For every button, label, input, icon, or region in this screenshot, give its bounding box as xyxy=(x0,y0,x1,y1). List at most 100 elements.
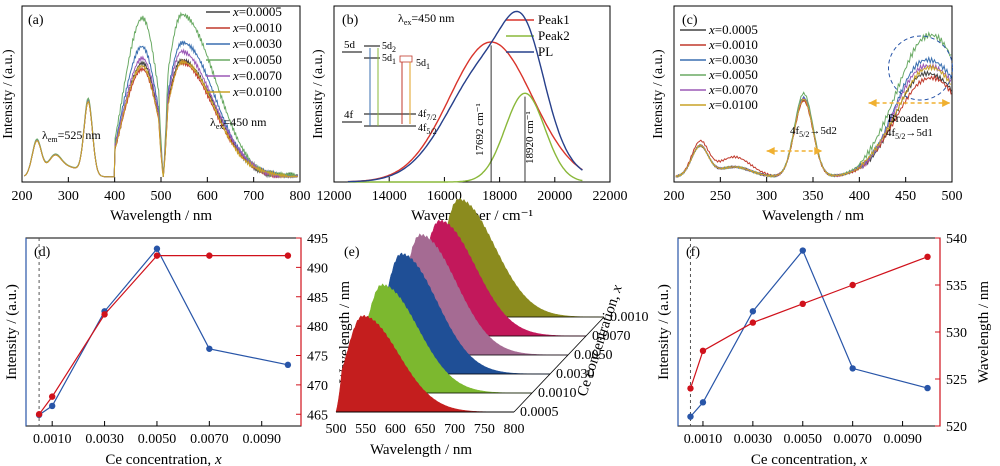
panel-c-x-tick-label: 300 xyxy=(756,189,777,204)
panel-c-legend-label: x=0.0070 xyxy=(708,82,758,97)
panel-f-y2-tick-label: 535 xyxy=(946,279,967,294)
panel-e-depth-label: 0.0010 xyxy=(538,386,577,401)
panel-a-x-tick-label: 800 xyxy=(290,189,311,204)
panel-f-y2-tick-label: 520 xyxy=(946,420,967,435)
panel-e-depth-label: 0.0010 xyxy=(610,310,649,325)
panel-e-x-tick-label: 700 xyxy=(444,422,465,437)
panel-e-xlabel: Wavelength / nm xyxy=(370,442,472,458)
panel-a-legend-label: x=0.0010 xyxy=(232,20,282,35)
panel-c-width-arrow-left-head xyxy=(766,147,775,155)
panel-f-y2-tick-label: 525 xyxy=(946,373,967,388)
panel-f-data-point xyxy=(849,365,856,372)
panel-d-data-point xyxy=(206,345,213,352)
panel-a-x-tick-label: 200 xyxy=(12,189,33,204)
panel-b-series-line xyxy=(347,41,583,183)
panel-d-data-point xyxy=(35,411,43,418)
panel-a-legend-label: x=0.0070 xyxy=(232,68,282,83)
panel-b-legend-label: Peak1 xyxy=(538,12,570,27)
panel-c-legend-label: x=0.0100 xyxy=(708,97,758,112)
panel-a-legend-label: x=0.0050 xyxy=(232,52,282,67)
panel-d-data-point xyxy=(206,252,213,259)
panel-b-x-tick-label: 18000 xyxy=(482,189,517,204)
panel-f-ylabel: Intensity / (a.u.) xyxy=(656,284,672,380)
panel-d-series-line xyxy=(38,255,288,415)
panel-a-annotation-ex: λex=450 nm xyxy=(210,115,267,131)
panel-c-x-tick-label: 250 xyxy=(710,189,731,204)
panel-f-y2label: Wavelength / nm xyxy=(976,281,992,383)
level-label: 5d1 xyxy=(382,53,396,66)
panel-d-frame xyxy=(25,237,302,427)
panel-c-width-arrow-right-head xyxy=(942,99,951,107)
panel-f-data-point xyxy=(699,399,707,406)
panel-b-x-tick-label: 20000 xyxy=(537,189,572,204)
panel-d-y2-tick-label: 470 xyxy=(307,379,328,394)
panel-b-x-tick-label: 12000 xyxy=(317,189,352,204)
panel-a-x-tick-label: 700 xyxy=(243,189,264,204)
panel-f-y2-tick-label: 540 xyxy=(946,232,967,247)
level-label: 4f xyxy=(344,109,354,121)
panel-e-depth-axis xyxy=(513,316,605,413)
panel-a-legend-label: x=0.0030 xyxy=(232,36,282,51)
panel-d-y2-tick-label: 465 xyxy=(307,408,328,423)
panel-c-annotation-transition: 4f5/2→5d2 xyxy=(790,125,837,139)
panel-d-y2-tick-label: 495 xyxy=(307,232,328,247)
panel-b-series-line xyxy=(347,92,583,183)
panel-c-x-tick-label: 350 xyxy=(803,189,824,204)
panel-d-data-point xyxy=(153,245,161,252)
level-band xyxy=(399,55,413,63)
panel-a-x-tick-label: 400 xyxy=(104,189,125,204)
panel-d-data-point xyxy=(48,402,56,410)
panel-d-x-tick-label: 0.0030 xyxy=(85,432,124,447)
panel-f-data-point xyxy=(924,384,931,392)
panel-d-x-tick-label: 0.0010 xyxy=(33,432,72,447)
panel-b-annotation-peak1: 17692 cm⁻¹ xyxy=(474,103,486,156)
panel-b-ylabel: Intensity / (a.u.) xyxy=(311,49,326,139)
panel-d-x-tick-label: 0.0070 xyxy=(190,432,229,447)
panel-e-x-tick-label: 750 xyxy=(474,422,495,437)
panel-d-data-point xyxy=(153,252,161,259)
panel-d-x-tick-label: 0.0050 xyxy=(138,432,177,447)
panel-b-x-tick-label: 14000 xyxy=(372,189,407,204)
panel-c-xlabel: Wavelength / nm xyxy=(762,208,864,224)
panel-d-y2-tick-label: 475 xyxy=(307,350,328,365)
panel-d-y2-tick-label: 490 xyxy=(307,261,328,276)
panel-e-depth-label: 0.0050 xyxy=(574,348,613,363)
panel-f-letter: (f) xyxy=(686,245,700,260)
panel-b-x-tick-label: 16000 xyxy=(427,189,462,204)
panel-e-depth-label: 0.0030 xyxy=(556,367,595,382)
panel-d-ylabel: Intensity / (a.u.) xyxy=(4,284,20,380)
level-label: 5d1 xyxy=(416,58,430,71)
panel-c-width-arrow-right-head xyxy=(868,99,877,107)
panel-f-x-tick-label: 0.0030 xyxy=(734,432,773,447)
panel-a-x-tick-label: 300 xyxy=(58,189,79,204)
panel-c-x-tick-label: 450 xyxy=(895,189,916,204)
level-label: 5d2 xyxy=(382,41,396,54)
panel-e-x-tick-label: 800 xyxy=(504,422,525,437)
panel-f-data-point xyxy=(924,253,931,260)
panel-f-y2-tick-label: 530 xyxy=(946,326,967,341)
level-label: 5d xyxy=(344,39,356,51)
panel-f-x-tick-label: 0.0050 xyxy=(784,432,823,447)
panel-c-annotation-transition2: 4f5/2→5d1 xyxy=(886,127,933,141)
panel-d-xlabel: Ce concentration, x xyxy=(105,452,222,466)
panel-e-x-tick-label: 550 xyxy=(355,422,376,437)
panel-c-highlight-circle xyxy=(887,35,953,101)
panel-a-letter: (a) xyxy=(28,13,44,28)
panel-b-frame xyxy=(333,5,611,183)
level-label: 4f5/2 xyxy=(418,123,437,136)
panel-c-x-tick-label: 500 xyxy=(942,189,963,204)
panel-a-x-tick-label: 500 xyxy=(151,189,172,204)
panel-f-data-point xyxy=(687,385,694,392)
panel-d-data-point xyxy=(48,393,56,400)
panel-f-data-point xyxy=(749,319,757,326)
panel-c-legend-label: x=0.0005 xyxy=(708,22,758,37)
panel-c-legend-label: x=0.0050 xyxy=(708,67,758,82)
panel-b-legend-label: PL xyxy=(538,44,553,59)
panel-f-data-point xyxy=(749,308,757,315)
panel-c-letter: (c) xyxy=(682,13,698,28)
panel-f-data-point xyxy=(849,281,856,289)
panel-b-legend-label: Peak2 xyxy=(538,28,570,43)
panel-f-data-point xyxy=(799,247,806,254)
panel-e-x-tick-label: 600 xyxy=(385,422,406,437)
